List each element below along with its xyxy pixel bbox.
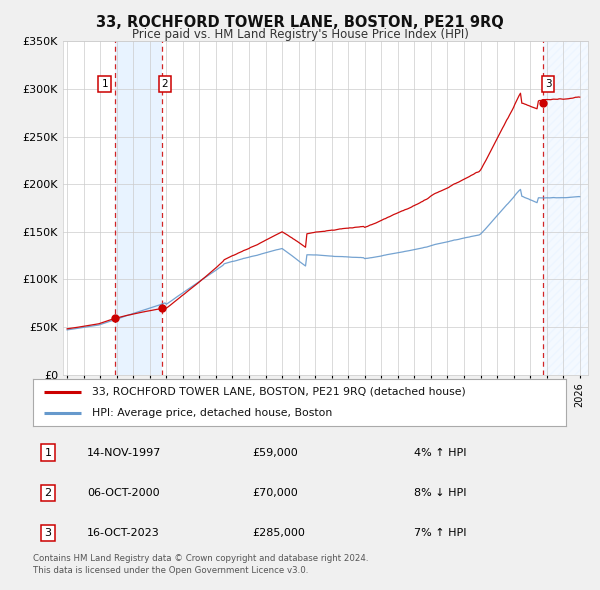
Text: Price paid vs. HM Land Registry's House Price Index (HPI): Price paid vs. HM Land Registry's House …	[131, 28, 469, 41]
Text: 33, ROCHFORD TOWER LANE, BOSTON, PE21 9RQ (detached house): 33, ROCHFORD TOWER LANE, BOSTON, PE21 9R…	[92, 386, 466, 396]
Text: 7% ↑ HPI: 7% ↑ HPI	[414, 528, 467, 538]
Text: £285,000: £285,000	[252, 528, 305, 538]
Text: HPI: Average price, detached house, Boston: HPI: Average price, detached house, Bost…	[92, 408, 332, 418]
Text: £70,000: £70,000	[252, 488, 298, 498]
Bar	[115, 41, 163, 375]
Text: Contains HM Land Registry data © Crown copyright and database right 2024.
This d: Contains HM Land Registry data © Crown c…	[33, 554, 368, 575]
Text: 14-NOV-1997: 14-NOV-1997	[87, 448, 161, 458]
Text: 2: 2	[44, 488, 52, 498]
Text: 06-OCT-2000: 06-OCT-2000	[87, 488, 160, 498]
Bar	[543, 41, 588, 375]
Text: £59,000: £59,000	[252, 448, 298, 458]
Text: 3: 3	[44, 528, 52, 538]
Text: 4% ↑ HPI: 4% ↑ HPI	[414, 448, 467, 458]
Text: 33, ROCHFORD TOWER LANE, BOSTON, PE21 9RQ: 33, ROCHFORD TOWER LANE, BOSTON, PE21 9R…	[96, 15, 504, 30]
Text: 16-OCT-2023: 16-OCT-2023	[87, 528, 160, 538]
Text: 3: 3	[545, 79, 551, 89]
Text: 1: 1	[44, 448, 52, 458]
Text: 1: 1	[101, 79, 108, 89]
Text: 2: 2	[161, 79, 168, 89]
Text: 8% ↓ HPI: 8% ↓ HPI	[414, 488, 467, 498]
